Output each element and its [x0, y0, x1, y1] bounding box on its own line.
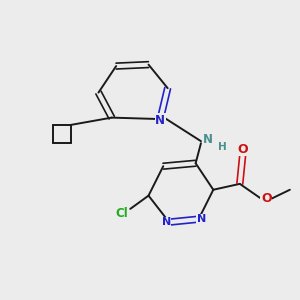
Text: N: N: [162, 217, 171, 227]
Text: N: N: [202, 133, 212, 146]
Text: H: H: [218, 142, 226, 152]
Text: O: O: [261, 192, 272, 205]
Text: N: N: [155, 114, 165, 127]
Text: O: O: [237, 142, 248, 156]
Text: N: N: [197, 214, 206, 224]
Text: Cl: Cl: [116, 207, 128, 220]
